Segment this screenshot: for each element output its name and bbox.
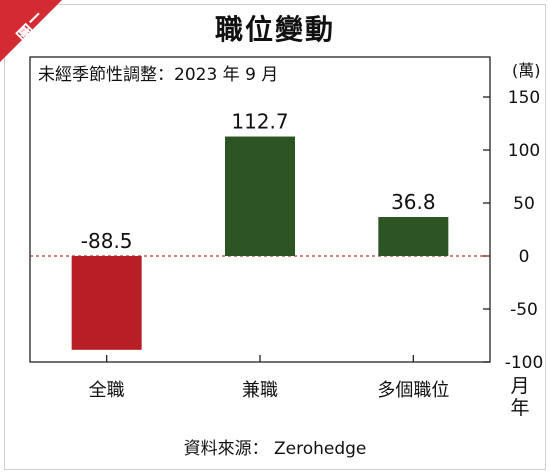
y-tick-label: 50 (513, 194, 535, 214)
y-axis-unit: (萬) (512, 61, 541, 80)
x-tick-label: 多個職位 (377, 380, 449, 401)
bar-3 (378, 216, 449, 256)
figure-tag-corner (0, 0, 62, 62)
y-tick-label: -50 (510, 300, 538, 320)
chart-subtitle: 未經季節性調整：2023 年 9 月 (38, 65, 278, 85)
chart-title: 職位變動 (214, 13, 335, 46)
x-tick-label: 全職 (89, 380, 125, 401)
y-tick-label: 0 (519, 247, 530, 267)
y-tick-label: 150 (508, 88, 540, 108)
x-axis-label: 年 (510, 397, 529, 419)
y-tick-label: 100 (508, 141, 540, 161)
y-tick-label: -100 (505, 353, 544, 373)
bar-2 (225, 136, 295, 256)
data-label: 36.8 (391, 190, 436, 214)
x-tick-label: 兼職 (242, 380, 278, 401)
data-label: 112.7 (231, 110, 288, 134)
bar-1 (71, 256, 142, 350)
x-axis-label: 月 (510, 375, 529, 397)
data-label: -88.5 (81, 229, 133, 253)
source-note: 資料來源： Zerohedge (183, 439, 367, 459)
